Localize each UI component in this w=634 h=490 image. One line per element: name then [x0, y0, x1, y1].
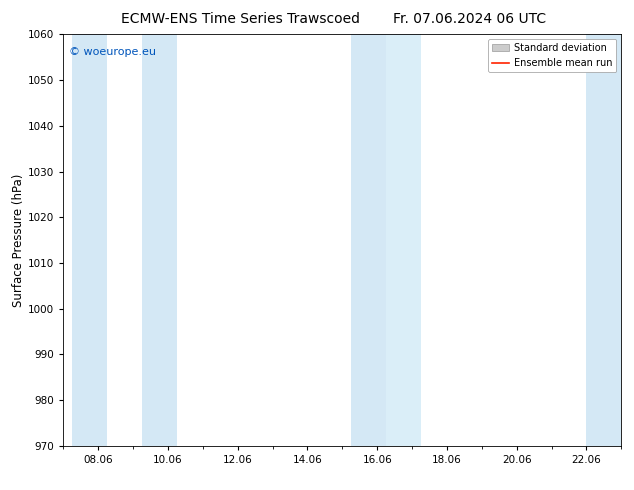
Text: © woeurope.eu: © woeurope.eu [69, 47, 156, 57]
Legend: Standard deviation, Ensemble mean run: Standard deviation, Ensemble mean run [488, 39, 616, 72]
Bar [386, 34, 421, 446]
Bar [351, 34, 386, 446]
Bar [142, 34, 177, 446]
Text: ECMW-ENS Time Series Trawscoed: ECMW-ENS Time Series Trawscoed [122, 12, 360, 26]
Bar [586, 34, 630, 446]
Y-axis label: Surface Pressure (hPa): Surface Pressure (hPa) [12, 173, 25, 307]
Bar [72, 34, 107, 446]
Text: Fr. 07.06.2024 06 UTC: Fr. 07.06.2024 06 UTC [392, 12, 546, 26]
